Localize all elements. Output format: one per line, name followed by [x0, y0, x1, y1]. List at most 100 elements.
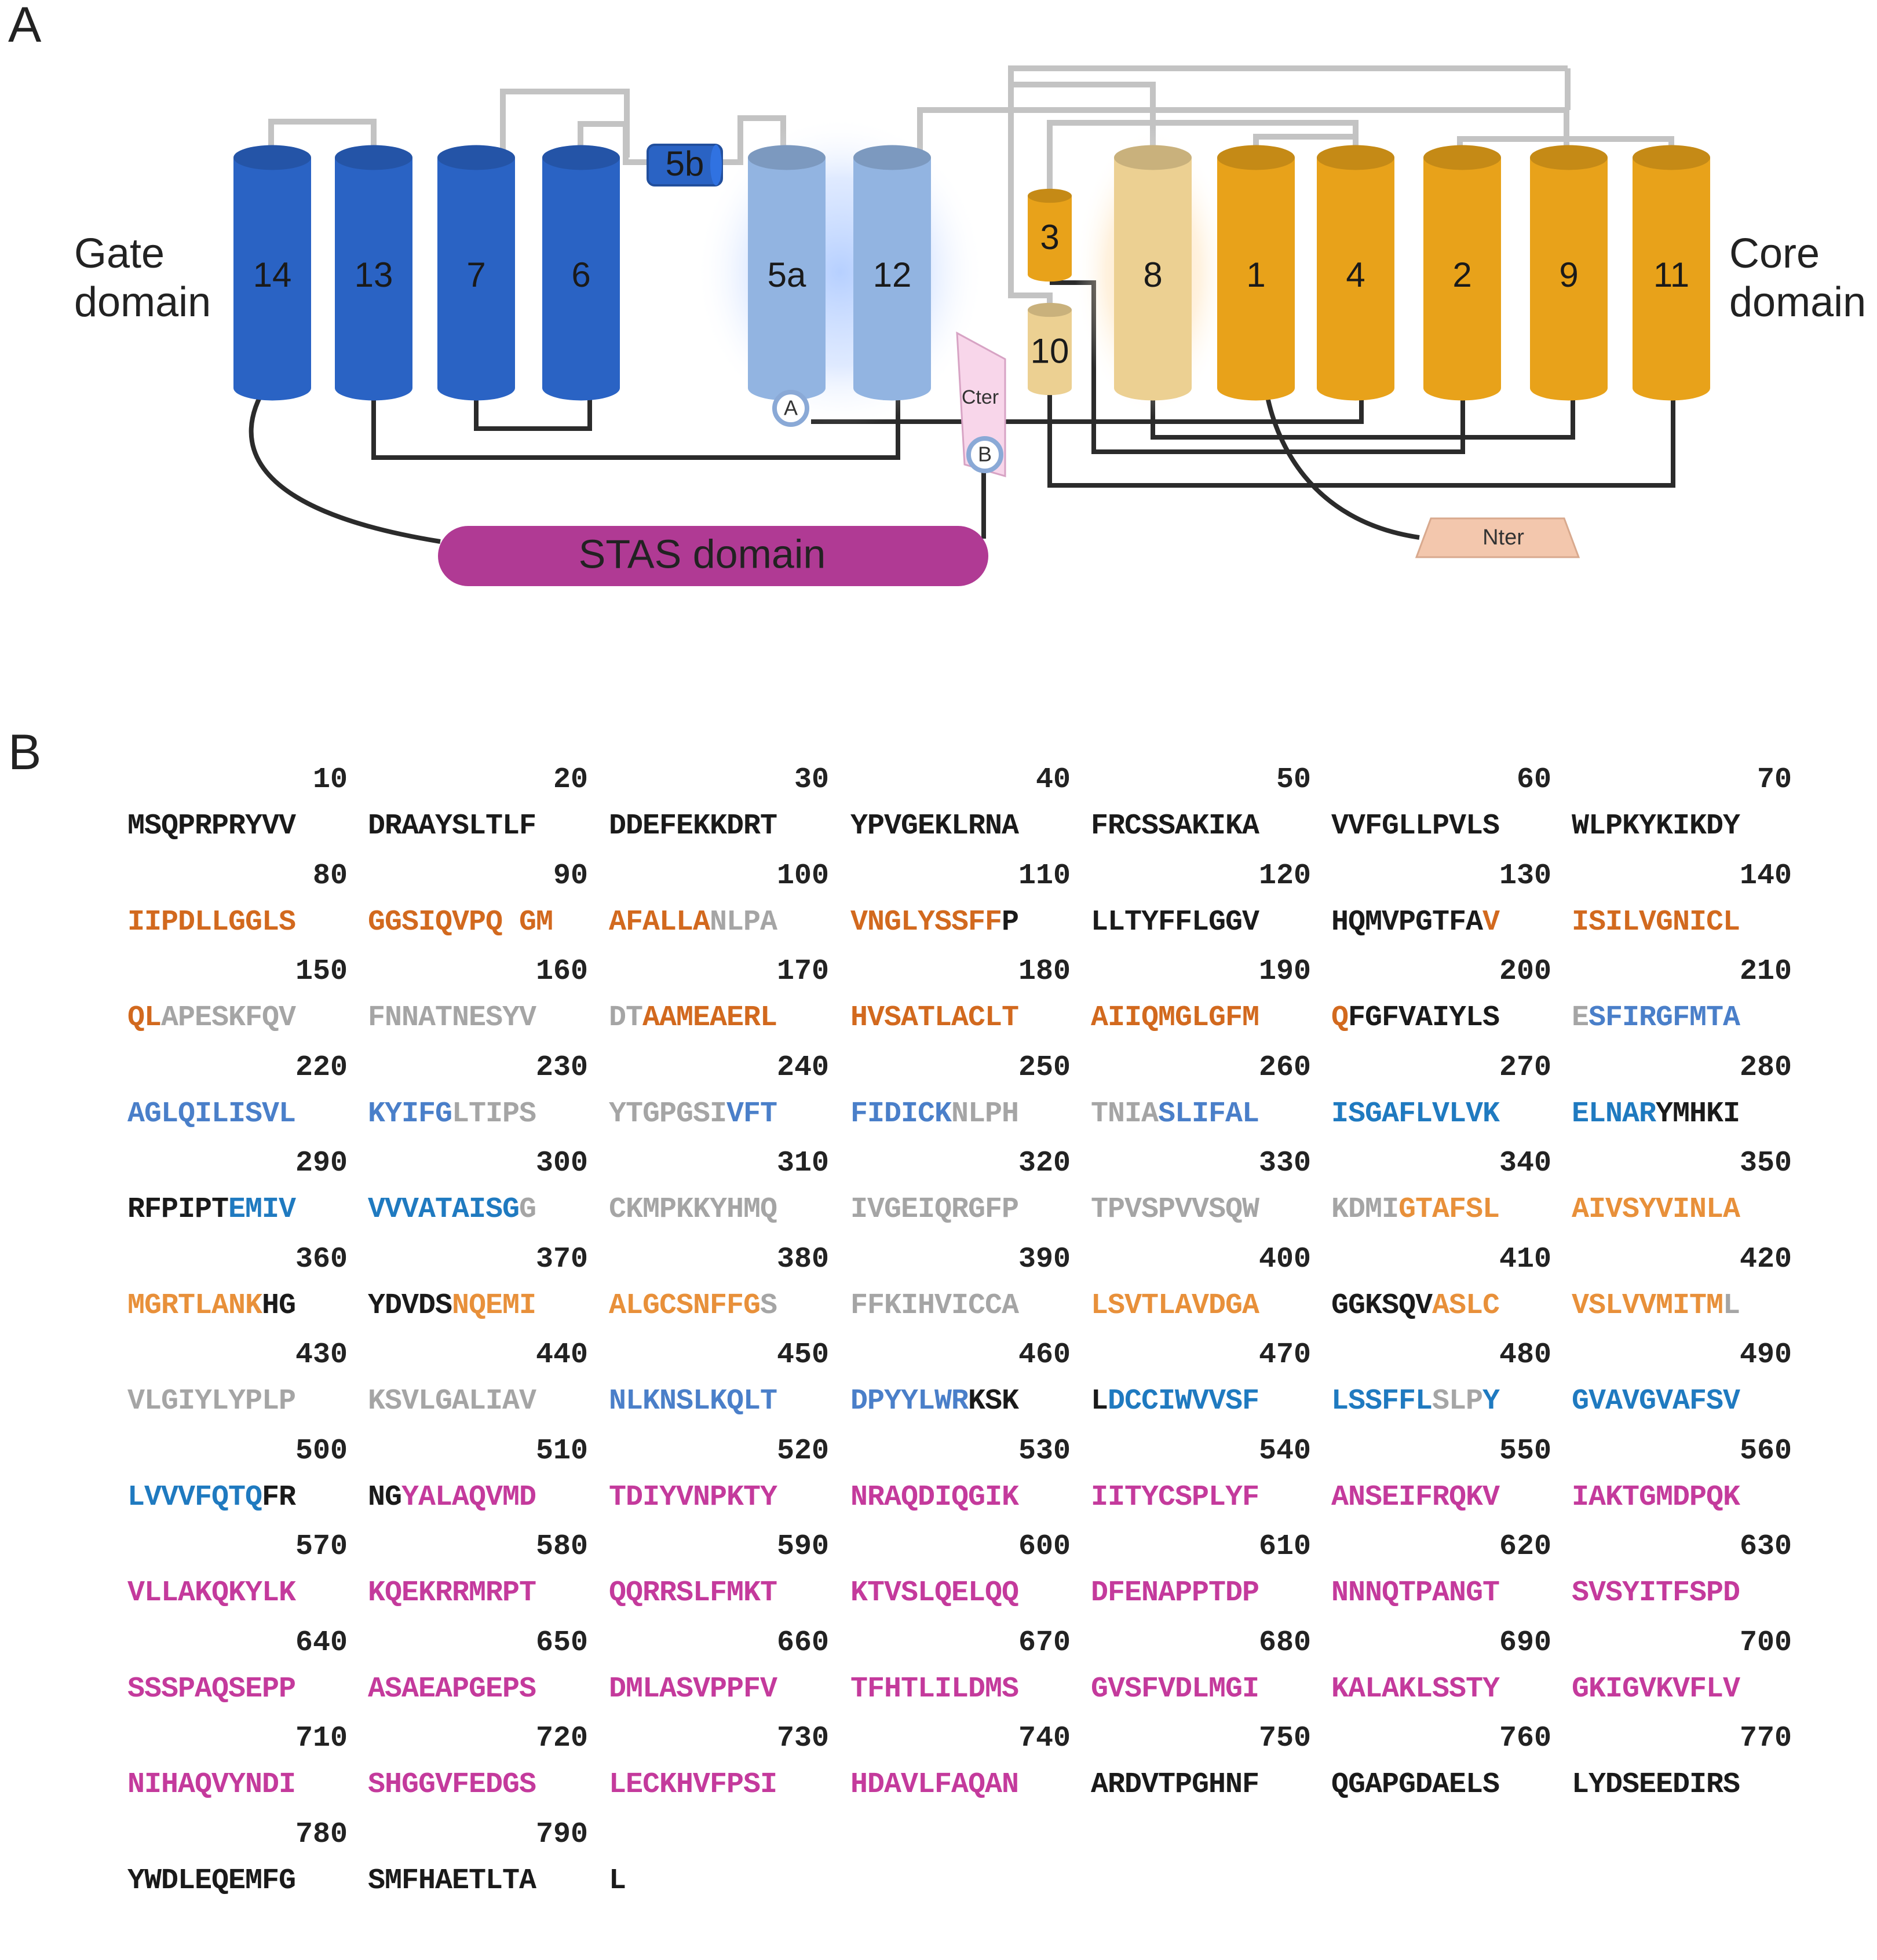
seq-position-number: 600 — [850, 1530, 1071, 1563]
seq-block: TDIYVNPKTY — [609, 1481, 777, 1514]
seq-segment: L — [1091, 1385, 1108, 1418]
seq-position-number: 760 — [1331, 1722, 1551, 1755]
seq-segment: NG — [368, 1481, 401, 1514]
seq-position-number: 620 — [1331, 1530, 1551, 1563]
core-domain-label-1: Core — [1729, 231, 1820, 277]
seq-block: VVFGLLPVLS — [1331, 810, 1499, 843]
helix-10-label: 10 — [1031, 331, 1069, 370]
seq-block: VNGLYSSFFP — [850, 906, 1018, 939]
seq-block: VLLAKQKYLK — [127, 1577, 295, 1610]
seq-block: GVSFVDLMGI — [1091, 1673, 1259, 1706]
helix-8-label: 8 — [1143, 255, 1162, 294]
seq-block: DMLASVPPFV — [609, 1673, 777, 1706]
seq-position-number: 10 — [127, 763, 348, 796]
seq-block: CKMPKKYHMQ — [609, 1193, 777, 1226]
seq-position-number: 230 — [368, 1051, 588, 1084]
seq-position-number: 320 — [850, 1147, 1071, 1180]
seq-block: ISGAFLVLVK — [1331, 1098, 1499, 1131]
seq-segment: Q — [1331, 1001, 1348, 1034]
nter-label: Nter — [1482, 525, 1524, 550]
seq-block: QQRRSLFMKT — [609, 1577, 777, 1610]
seq-position-number: 330 — [1091, 1147, 1311, 1180]
seq-position-number: 670 — [850, 1626, 1071, 1659]
seq-position-number: 580 — [368, 1530, 588, 1563]
seq-segment: DRAAYSLTLF — [368, 810, 536, 843]
seq-block: LSSFFLSLPY — [1331, 1385, 1499, 1418]
seq-segment: KALAKLSSTY — [1331, 1673, 1499, 1706]
seq-block: GVAVGVAFSV — [1572, 1385, 1740, 1418]
loop-14-stas — [251, 385, 440, 542]
seq-segment: TFHTLILDMS — [850, 1673, 1018, 1706]
helix-5b-label: 5b — [666, 144, 704, 183]
seq-position-number: 80 — [127, 860, 348, 893]
seq-segment: YMHKI — [1656, 1098, 1740, 1131]
seq-segment: LSSFFL — [1331, 1385, 1432, 1418]
seq-segment: FIDICK — [850, 1098, 951, 1131]
seq-position-number: 90 — [368, 860, 588, 893]
seq-segment: HDAVLFAQAN — [850, 1768, 1018, 1801]
seq-segment: ISGAFLVLVK — [1331, 1098, 1499, 1131]
seq-segment: AIIQMGLGFM — [1091, 1001, 1259, 1034]
seq-position-number: 310 — [609, 1147, 829, 1180]
gate-domain-label-1: Gate — [74, 231, 165, 277]
helix-11-cap — [1633, 145, 1710, 170]
seq-segment: ASLC — [1432, 1289, 1499, 1322]
seq-position-number: 100 — [609, 860, 829, 893]
seq-block: GGSIQVPQ GM — [368, 906, 553, 939]
seq-segment: KTVSLQELQQ — [850, 1577, 1018, 1610]
seq-position-number: 190 — [1091, 955, 1311, 988]
seq-position-number: 130 — [1331, 860, 1551, 893]
helix-10-cap — [1028, 303, 1072, 317]
seq-segment: Y — [1482, 1385, 1499, 1418]
seq-segment: ISILVGNICL — [1572, 906, 1740, 939]
seq-block: LSVTLAVDGA — [1091, 1289, 1259, 1322]
seq-segment: SMFHAETLTA — [368, 1864, 536, 1897]
seq-segment: YTGPGSI — [609, 1098, 726, 1131]
seq-segment: DPYYLWR — [850, 1385, 968, 1418]
seq-position-number: 60 — [1331, 763, 1551, 796]
seq-segment: V — [1482, 906, 1499, 939]
seq-block: SMFHAETLTA — [368, 1864, 536, 1897]
seq-segment: ALGCSNFFG — [609, 1289, 760, 1322]
seq-block: ARDVTPGHNF — [1091, 1768, 1259, 1801]
seq-block: MSQPRPRYVV — [127, 810, 295, 843]
topology-diagram: 14 13 7 65b5a 123108 1 4 2 9 11 STAS domain Nter … — [0, 0, 1877, 637]
seq-segment: P — [1002, 906, 1018, 939]
seq-segment: HVSATLACLT — [850, 1001, 1018, 1034]
seq-position-number: 780 — [127, 1818, 348, 1851]
helix-5a-cap — [748, 145, 826, 170]
seq-segment: LTIPS — [452, 1098, 536, 1131]
seq-position-number: 430 — [127, 1339, 348, 1372]
seq-segment: LSVTLAVDGA — [1091, 1289, 1259, 1322]
seq-block: FRCSSAKIKA — [1091, 810, 1259, 843]
seq-segment: HG — [262, 1289, 295, 1322]
helix-3-label: 3 — [1040, 218, 1059, 257]
stas-label: STAS domain — [579, 531, 826, 576]
seq-position-number: 410 — [1331, 1243, 1551, 1276]
seq-block: LVVVFQTQFR — [127, 1481, 295, 1514]
seq-position-number: 360 — [127, 1243, 348, 1276]
seq-position-number: 30 — [609, 763, 829, 796]
seq-segment: IAKTGMDPQK — [1572, 1481, 1740, 1514]
seq-segment: GTAFSL — [1398, 1193, 1499, 1226]
seq-segment: QL — [127, 1001, 161, 1034]
seq-block: SHGGVFEDGS — [368, 1768, 536, 1801]
seq-segment: WLPKYKIKDY — [1572, 810, 1740, 843]
seq-segment: NIHAQVYNDI — [127, 1768, 295, 1801]
seq-block: QFGFVAIYLS — [1331, 1001, 1499, 1034]
seq-position-number: 50 — [1091, 763, 1311, 796]
seq-position-number: 570 — [127, 1530, 348, 1563]
seq-position-number: 790 — [368, 1818, 588, 1851]
seq-position-number: 690 — [1331, 1626, 1551, 1659]
seq-position-number: 700 — [1572, 1626, 1792, 1659]
seq-segment: GKIGVKVFLV — [1572, 1673, 1740, 1706]
seq-block: HVSATLACLT — [850, 1001, 1018, 1034]
seq-segment: VSLVVMITM — [1572, 1289, 1723, 1322]
seq-segment: SVSYITFSPD — [1572, 1577, 1740, 1610]
seq-segment: HQMVPGTFA — [1331, 906, 1482, 939]
seq-block: NIHAQVYNDI — [127, 1768, 295, 1801]
seq-block: SVSYITFSPD — [1572, 1577, 1740, 1610]
helix-1-cap — [1217, 145, 1295, 170]
helix-12-cap — [853, 145, 931, 170]
seq-segment: GVAVGVAFSV — [1572, 1385, 1740, 1418]
